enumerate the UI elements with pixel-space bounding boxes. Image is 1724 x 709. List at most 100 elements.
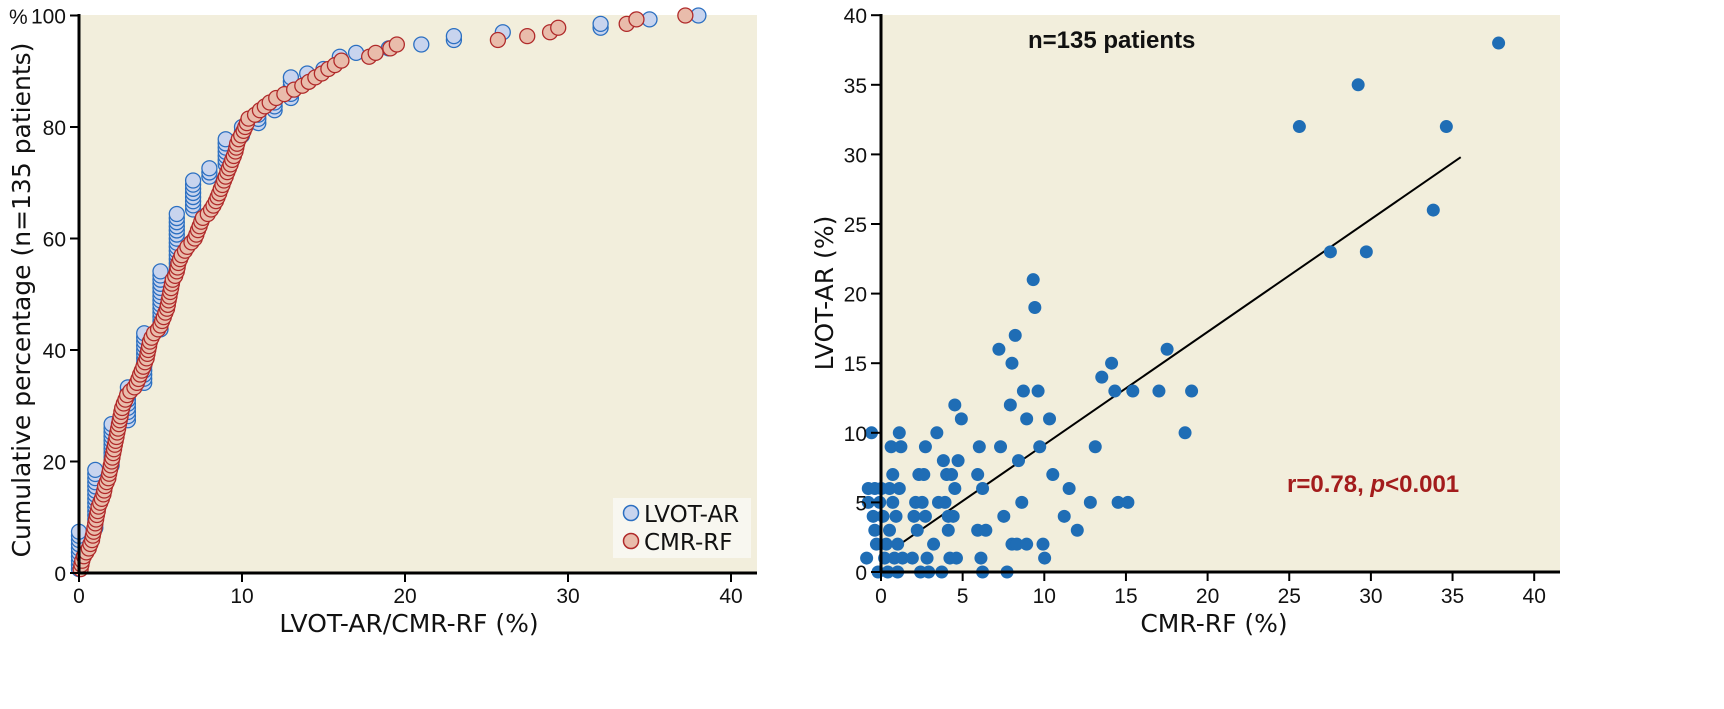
x-axis-ticks: 0 10 20 30 40 <box>73 573 743 608</box>
scatter-point <box>1292 120 1306 134</box>
scatter-point <box>992 342 1006 356</box>
legend-label-lvot-ar: LVOT-AR <box>644 502 739 528</box>
x-tick-label: 20 <box>393 585 416 608</box>
r-value: r=0.78, <box>1287 471 1370 498</box>
x-tick-label: 35 <box>1441 585 1464 608</box>
x-tick-label: 25 <box>1278 585 1301 608</box>
scatter-point <box>1121 495 1135 509</box>
scatter-point <box>886 495 900 509</box>
x-axis-label: CMR-RF (%) <box>1140 609 1287 638</box>
scatter-point <box>1043 412 1057 426</box>
scatter-point <box>918 440 932 454</box>
cmr-rf-point <box>333 52 350 69</box>
scatter-point <box>1062 481 1076 495</box>
scatter-point <box>997 509 1011 523</box>
regression-line <box>893 156 1462 550</box>
scatter-point <box>868 523 882 537</box>
y-tick-label: 25 <box>844 214 867 237</box>
scatter-point <box>910 523 924 537</box>
scatter-point <box>1426 203 1440 217</box>
scatter-point <box>1492 36 1506 50</box>
scatter-point <box>936 454 950 468</box>
scatter-point <box>896 551 910 565</box>
legend-label-cmr-rf: CMR-RF <box>644 530 732 556</box>
data-points <box>860 36 1506 579</box>
scatter-point <box>860 551 874 565</box>
n-patients-annotation: n=135 patients <box>1028 27 1195 54</box>
scatter-point <box>1088 440 1102 454</box>
scatter-point <box>1083 495 1097 509</box>
scatter-point <box>1359 245 1373 259</box>
scatter-point <box>1028 301 1042 315</box>
scatter-point <box>882 523 896 537</box>
scatter-point <box>1036 537 1050 551</box>
lvot-ar-point <box>168 205 185 223</box>
x-axis-label: LVOT-AR/CMR-RF (%) <box>279 609 538 638</box>
scatter-point <box>1095 370 1109 384</box>
scatter-point <box>1070 523 1084 537</box>
y-tick-label: 0 <box>54 563 66 586</box>
scatter-point <box>1038 551 1052 565</box>
scatter-point <box>884 440 898 454</box>
y-tick-label: 20 <box>43 452 66 475</box>
scatter-point <box>1185 384 1199 398</box>
x-tick-label: 20 <box>1196 585 1219 608</box>
scatter-point <box>915 495 929 509</box>
y-tick-label: 100 <box>31 6 66 29</box>
cmr-rf-point <box>628 11 645 28</box>
scatter-point <box>1439 120 1453 134</box>
scatter-point <box>1016 384 1030 398</box>
scatter-point <box>974 551 988 565</box>
lvot-ar-point <box>152 263 169 280</box>
scatter-point <box>920 551 934 565</box>
scatter-point <box>971 468 985 482</box>
y-tick-label: 40 <box>844 5 867 28</box>
x-tick-label: 40 <box>1523 585 1546 608</box>
scatter-point <box>918 509 932 523</box>
cmr-rf-point <box>519 27 536 45</box>
scatter-point <box>972 440 986 454</box>
y-tick-label: 20 <box>844 284 867 307</box>
cmr-rf-point <box>550 19 567 36</box>
scatter-point <box>1010 537 1024 551</box>
scatter-point <box>979 523 993 537</box>
scatter-point <box>949 551 963 565</box>
scatter-point <box>1031 384 1045 398</box>
legend: LVOT-AR CMR-RF <box>613 498 751 558</box>
scatter-point <box>876 509 890 523</box>
y-axis-label: LVOT-AR (%) <box>810 216 839 371</box>
scatter-point <box>930 426 944 440</box>
x-tick-label: 0 <box>875 585 887 608</box>
lvot-ar-point <box>201 160 218 177</box>
cmr-rf-point <box>677 7 694 24</box>
data-points <box>70 7 707 578</box>
scatter-point <box>1015 495 1029 509</box>
scatter-point <box>1351 78 1365 92</box>
legend-marker-cmr-rf <box>622 532 640 550</box>
scatter-point <box>1033 440 1047 454</box>
y-tick-label: 35 <box>844 75 867 98</box>
scatter-point <box>994 440 1008 454</box>
cmr-rf-point <box>489 31 507 49</box>
y-tick-label: 0 <box>855 562 867 585</box>
scatter-point <box>945 468 959 482</box>
p-symbol: p <box>1369 471 1385 498</box>
scatter-point <box>917 468 931 482</box>
scatter-point <box>927 537 941 551</box>
x-tick-label: 30 <box>1359 585 1382 608</box>
y-unit-label: % <box>9 6 28 29</box>
scatter-point <box>891 537 905 551</box>
lvot-ar-point <box>413 36 430 53</box>
x-tick-label: 10 <box>230 585 253 608</box>
x-tick-label: 30 <box>556 585 579 608</box>
scatter-point <box>1111 495 1125 509</box>
scatter-point <box>1020 537 1034 551</box>
y-tick-label: 30 <box>844 144 867 167</box>
scatter-point <box>938 495 952 509</box>
scatter-point <box>889 509 903 523</box>
scatter-point <box>1003 398 1017 412</box>
y-tick-label: 40 <box>43 340 66 363</box>
scatter-point <box>1008 328 1022 342</box>
lvot-ar-point <box>445 27 463 45</box>
